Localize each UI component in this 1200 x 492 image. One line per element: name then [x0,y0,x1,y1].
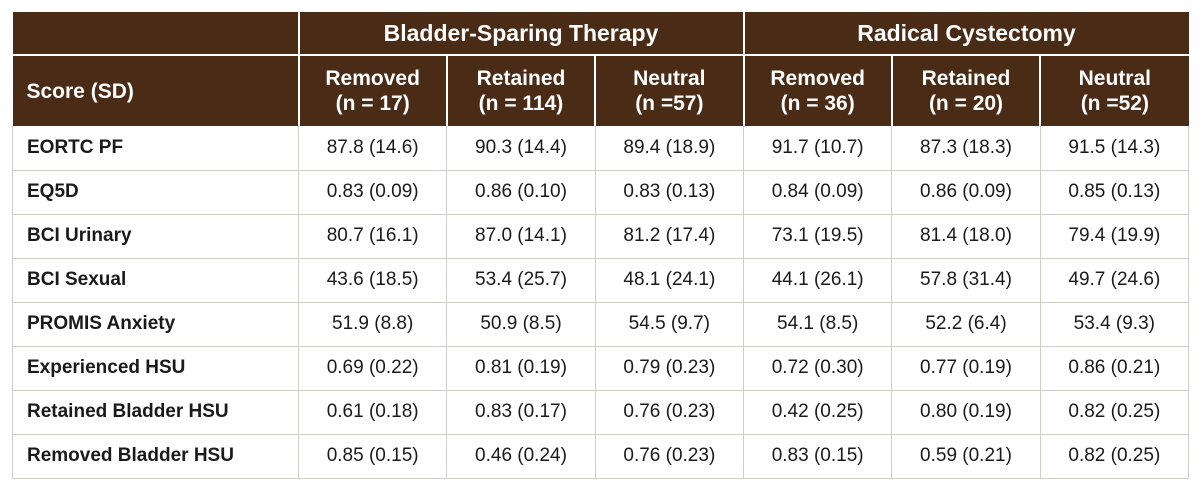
column-header: Removed (n = 36) [742,55,892,126]
table-row: Retained Bladder HSU 0.61 (0.18) 0.83 (0.1… [12,390,1190,435]
score-table: Bladder-Sparing Therapy Radical Cystecto… [12,12,1190,479]
table-cell: 0.59 (0.21) [891,434,1041,479]
table-cell: 0.86 (0.10) [446,170,596,215]
column-header-row: Score (SD) Removed (n = 17) Retained (n = 1… [12,55,1189,126]
column-header-label: Retained [476,67,566,90]
row-label: BCI Urinary [12,214,299,259]
row-label: BCI Sexual [12,258,299,303]
table-cell: 0.83 (0.09) [297,170,447,215]
table-cell: 48.1 (24.1) [594,258,744,303]
table-cell: 0.81 (0.19) [446,346,596,391]
table-cell: 0.84 (0.09) [742,170,892,215]
row-label: Retained Bladder HSU [12,390,299,435]
table-cell: 0.83 (0.17) [446,390,596,435]
score-table-container: Bladder-Sparing Therapy Radical Cystecto… [12,12,1190,479]
column-header: Removed (n = 17) [297,55,447,126]
group-header-radical-cystectomy: Radical Cystectomy [742,12,1189,56]
table-cell: 81.4 (18.0) [891,214,1041,259]
table-cell: 0.85 (0.15) [297,434,447,479]
table-cell: 80.7 (16.1) [297,214,447,259]
table-cell: 49.7 (24.6) [1039,258,1190,303]
table-cell: 79.4 (19.9) [1039,214,1190,259]
table-cell: 0.85 (0.13) [1039,170,1190,215]
table-cell: 0.80 (0.19) [891,390,1041,435]
table-cell: 50.9 (8.5) [446,302,596,347]
table-cell: 90.3 (14.4) [446,126,596,171]
table-row: BCI Urinary 80.7 (16.1) 87.0 (14.1) 81.2 (1… [12,214,1190,259]
column-header-n: (n = 36) [780,92,855,115]
table-cell: 87.0 (14.1) [446,214,596,259]
row-label: EQ5D [12,170,299,215]
table-cell: 0.69 (0.22) [297,346,447,391]
table-cell: 0.83 (0.15) [742,434,892,479]
column-header: Neutral (n =52) [1039,55,1189,126]
table-cell: 51.9 (8.8) [297,302,447,347]
table-cell: 0.42 (0.25) [742,390,892,435]
row-label: PROMIS Anxiety [12,302,299,347]
table-cell: 91.7 (10.7) [742,126,892,171]
table-cell: 0.76 (0.23) [594,390,744,435]
table-cell: 0.46 (0.24) [446,434,596,479]
column-header-label: Retained [921,67,1011,90]
table-cell: 54.5 (9.7) [594,302,744,347]
table-row: EORTC PF 87.8 (14.6) 90.3 (14.4) 89.4 (18.9… [12,126,1190,171]
table-cell: 81.2 (17.4) [594,214,744,259]
column-header-label: Removed [770,67,865,90]
table-row: PROMIS Anxiety 51.9 (8.8) 50.9 (8.5) 54.5 (… [12,302,1190,347]
column-header-label: Neutral [1078,67,1151,90]
table-cell: 0.86 (0.09) [891,170,1041,215]
table-row: Removed Bladder HSU 0.85 (0.15) 0.46 (0.24… [12,434,1190,479]
row-label: Experienced HSU [12,346,299,391]
table-row: BCI Sexual 43.6 (18.5) 53.4 (25.7) 48.1 (24… [12,258,1190,303]
table-cell: 57.8 (31.4) [891,258,1041,303]
table-row: Experienced HSU 0.69 (0.22) 0.81 (0.19) 0.7… [12,346,1190,391]
table-cell: 87.8 (14.6) [297,126,447,171]
table-cell: 0.77 (0.19) [891,346,1041,391]
column-header-n: (n = 114) [478,92,564,115]
row-label: EORTC PF [12,126,299,171]
column-header: Retained (n = 114) [445,55,596,126]
table-cell: 89.4 (18.9) [594,126,744,171]
table-cell: 0.61 (0.18) [297,390,447,435]
blank-header-cell [12,12,299,56]
table-cell: 52.2 (6.4) [891,302,1041,347]
table-row: EQ5D 0.83 (0.09) 0.86 (0.10) 0.83 (0.13) 0.8… [12,170,1190,215]
table-cell: 0.82 (0.25) [1039,434,1190,479]
table-cell: 91.5 (14.3) [1039,126,1190,171]
group-header-bladder-sparing: Bladder-Sparing Therapy [297,12,744,56]
column-header-n: (n = 17) [335,92,410,115]
table-body: EORTC PF 87.8 (14.6) 90.3 (14.4) 89.4 (18.9… [12,126,1190,479]
table-cell: 53.4 (9.3) [1039,302,1190,347]
column-header: Neutral (n =57) [594,55,744,126]
table-cell: 53.4 (25.7) [446,258,596,303]
row-label: Removed Bladder HSU [12,434,299,479]
table-cell: 0.76 (0.23) [594,434,744,479]
column-header-n: (n =57) [635,92,704,115]
table-cell: 0.79 (0.23) [594,346,744,391]
table-cell: 87.3 (18.3) [891,126,1041,171]
table-cell: 0.83 (0.13) [594,170,744,215]
group-header-row: Bladder-Sparing Therapy Radical Cystecto… [12,12,1189,56]
column-header-label: Neutral [633,67,706,90]
column-header-n: (n = 20) [928,92,1004,115]
table-cell: 54.1 (8.5) [742,302,892,347]
table-cell: 44.1 (26.1) [742,258,892,303]
column-header: Retained (n = 20) [890,55,1041,126]
column-header-label: Removed [325,67,420,90]
score-column-header: Score (SD) [12,55,299,126]
column-header-n: (n =52) [1080,92,1149,115]
table-cell: 73.1 (19.5) [742,214,892,259]
table-cell: 0.72 (0.30) [742,346,892,391]
table-cell: 0.82 (0.25) [1039,390,1190,435]
table-cell: 43.6 (18.5) [297,258,447,303]
table-cell: 0.86 (0.21) [1039,346,1190,391]
